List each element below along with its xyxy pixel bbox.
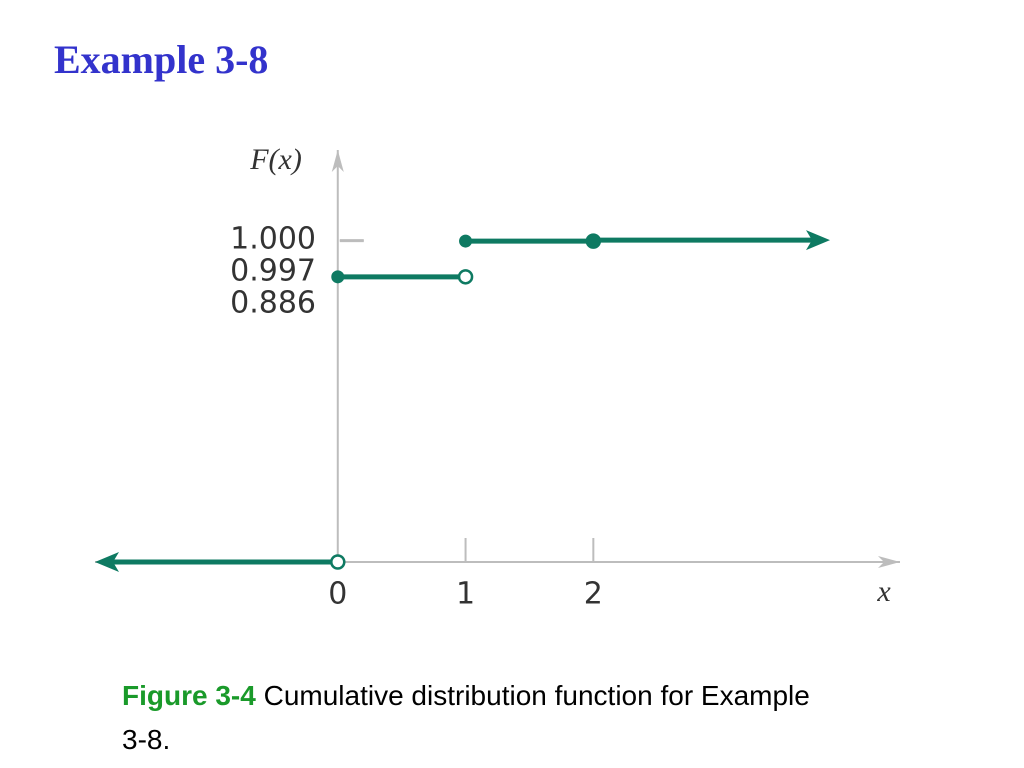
y-tick-label: 1.000	[230, 222, 316, 257]
y-tick-label: 0.997	[230, 254, 316, 289]
x-tick-label: 0	[328, 577, 347, 612]
closed-point	[459, 234, 473, 248]
x-axis-label: x	[876, 575, 891, 608]
y-axis-arrow	[331, 150, 344, 172]
closed-point	[586, 233, 600, 247]
y-axis-label: F(x)	[249, 143, 302, 176]
closed-point	[331, 270, 345, 284]
x-axis-arrow	[878, 556, 900, 568]
x-tick-label: 2	[584, 577, 603, 612]
slide-title: Example 3-8	[54, 37, 269, 82]
y-tick-label: 0.886	[230, 286, 316, 321]
x-tick-label: 1	[456, 577, 475, 612]
caption: Figure 3-4 Cumulative distribution funct…	[122, 674, 842, 762]
open-point	[457, 269, 474, 285]
caption-text: Cumulative distribution function for Exa…	[122, 680, 810, 755]
figure-label: Figure 3-4	[122, 680, 256, 711]
step-arrow	[95, 552, 119, 572]
open-point	[330, 554, 346, 570]
step-arrow	[806, 230, 830, 251]
